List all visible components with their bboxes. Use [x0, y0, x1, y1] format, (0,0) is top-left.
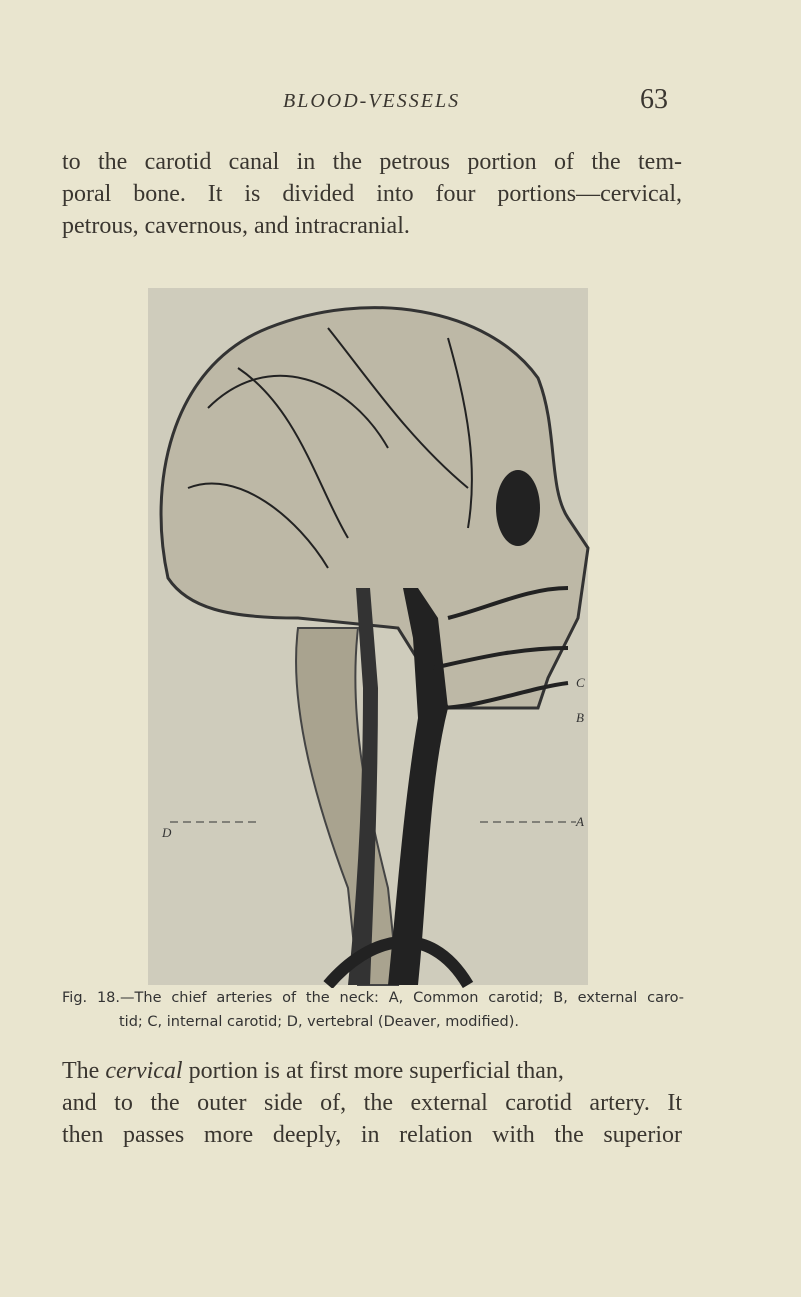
- text-line: to the carotid canal in the petrous port…: [62, 149, 682, 175]
- running-head: BLOOD-VESSELS: [283, 90, 461, 112]
- figure-label: A: [575, 814, 584, 829]
- figure-label: C: [576, 675, 585, 690]
- figure: C B A D: [148, 288, 590, 988]
- figure-label: D: [161, 825, 172, 840]
- caption-line: Fig. 18.—The chief arteries of the neck:…: [62, 990, 684, 1006]
- skull-vessels: [187, 327, 473, 569]
- branches: [432, 586, 569, 710]
- caption-line: tid; C, internal carotid; D, vertebral (…: [119, 1014, 519, 1030]
- text: portion is at first more superficial tha…: [182, 1058, 564, 1084]
- text-line: poral bone. It is divided into four port…: [62, 181, 682, 207]
- figure-label: B: [576, 710, 584, 725]
- text-line: petrous, cavernous, and intracranial.: [62, 213, 410, 239]
- arch: [323, 935, 474, 988]
- orbit: [496, 470, 540, 546]
- text: The: [62, 1058, 106, 1084]
- emphasis: cervical: [105, 1058, 183, 1084]
- text-line: and to the outer side of, the external c…: [62, 1090, 682, 1116]
- text-line: The cervical portion is at first more su…: [62, 1056, 682, 1086]
- page-number: 63: [640, 84, 668, 115]
- text-line: then passes more deeply, in relation wit…: [62, 1122, 682, 1148]
- vertebral-artery: [348, 588, 378, 985]
- carotid-artery: [388, 588, 448, 985]
